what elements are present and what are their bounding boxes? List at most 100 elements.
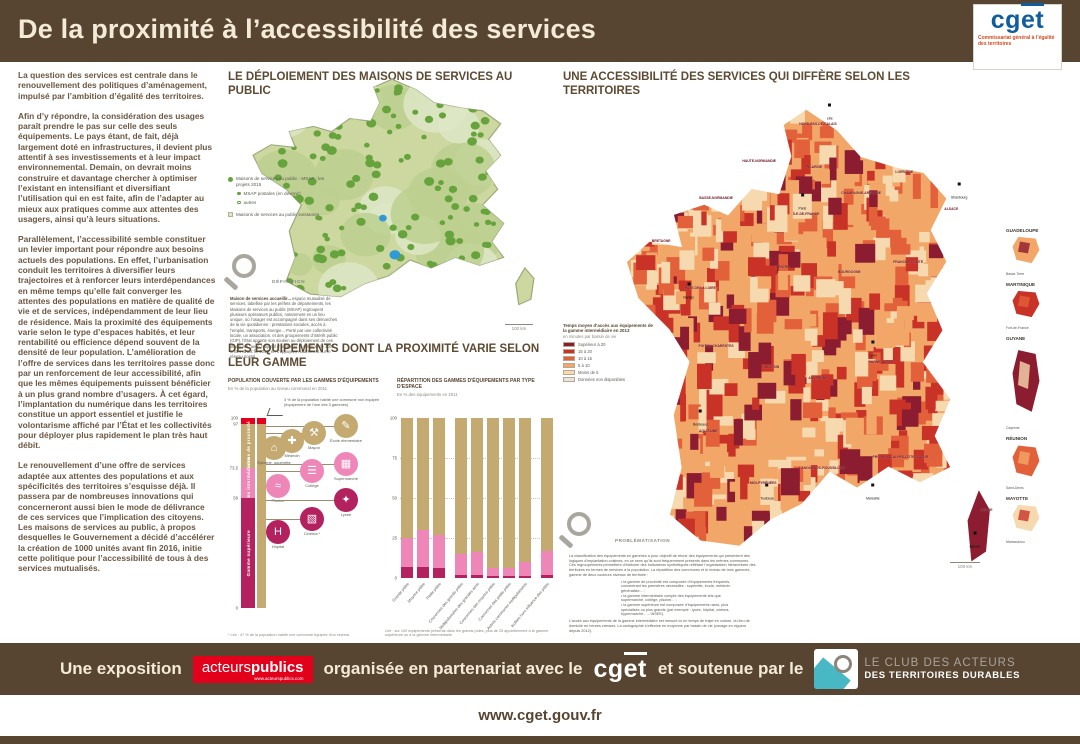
access-legend-item: Données non disponibles (563, 376, 655, 382)
legend-swatch (563, 355, 575, 361)
legend-swatch (563, 341, 575, 347)
axis-tick: 25 (392, 535, 397, 541)
bar-segment (417, 418, 429, 530)
stacked-bar (471, 418, 483, 578)
axis-tick: 0 (235, 605, 238, 611)
access-legend-item: Supérieur à 20 (563, 341, 655, 347)
dom-inset: MAYOTTE Mamoudzou (1006, 496, 1078, 544)
equipment-label: Cinéma * (303, 530, 321, 536)
chart-population-couverte: POPULATION COUVERTE PAR LES GAMMES D'ÉQU… (228, 378, 385, 642)
problematisation-title: PROBLÉMATISATION (615, 538, 671, 543)
bottom-strip (0, 736, 1080, 744)
dom-name: MARTINIQUE (1006, 282, 1036, 287)
axis-tick: 73,5 (229, 465, 238, 471)
equipment-label: Épicerie, supérette (251, 461, 297, 466)
chart1-footnote: * Lire : 47 % de la population habite un… (228, 633, 350, 638)
dom-city: Saint-Denis (1006, 486, 1024, 490)
equipment-label: Maçon (307, 445, 320, 451)
legend-swatch (563, 348, 575, 354)
acteurspublics-logo: acteurspublics www.acteurspublics.com (192, 655, 313, 683)
club-logo-line1: LE CLUB DES ACTEURS (864, 657, 1016, 669)
chart2-subtitle: En % des équipements en 2011 (397, 391, 458, 397)
equipment-label: Supermarché (333, 475, 358, 481)
intro-paragraph: Parallèlement, l’accessibilité semble co… (18, 234, 216, 451)
bar-segment (417, 566, 429, 578)
access-legend-item: 5 à 10 (563, 362, 655, 368)
msap-section-title: LE DÉPLOIEMENT DES MAISONS DE SERVICES A… (228, 71, 513, 97)
bar-segment (487, 418, 499, 569)
bar-segment (519, 418, 531, 562)
dom-map (1011, 289, 1041, 319)
bar-segment (401, 566, 413, 578)
dom-inset: RÉUNION Saint-Denis (1006, 436, 1078, 490)
cget-logo: cget Commissariat général à l’égalité de… (973, 3, 1062, 70)
access-legend-item: 10 à 15 (563, 355, 655, 361)
bar-segment (401, 538, 413, 567)
bar-segment (471, 574, 483, 578)
msap-legend: Maisons de services au public - MSAP : l… (228, 176, 330, 221)
supermarket-icon: ▦ (334, 451, 358, 476)
bar-segment (455, 574, 467, 578)
bar-segment (519, 562, 531, 577)
banner-text-1: Une exposition (59, 659, 182, 678)
equipment-label: Piscine (271, 498, 285, 504)
dom-map (1011, 503, 1041, 533)
access-scalebar: 100 km (950, 562, 980, 569)
equipment-label: Lycée (340, 511, 352, 517)
dom-city: Basse-Terre (1006, 272, 1025, 276)
footer-url: www.cget.gouv.fr (478, 707, 602, 724)
category-label: Isolées hors influence des pôles (509, 581, 551, 629)
dom-name: GUADELOUPE (1006, 228, 1039, 233)
stacked-bar (487, 418, 499, 578)
access-legend-item: 15 à 20 (563, 348, 655, 354)
banner-text-2: organisée en partenariat avec le (323, 659, 583, 678)
bar-segment-gamme-interm-diaire: Gamme intermédiaire (241, 457, 255, 509)
bar-segment (455, 554, 467, 575)
axis-tick: 0 (394, 575, 397, 581)
connector-line (266, 518, 312, 520)
stacked-bar (433, 418, 445, 578)
cinema-icon: ▧ (300, 506, 324, 531)
bar-segment (487, 576, 499, 578)
acteurspublics-url: www.acteurspublics.com (254, 675, 304, 681)
chart2-title: RÉPARTITION DES GAMMES D'ÉQUIPEMENTS PAR… (397, 378, 535, 390)
access-map (622, 98, 1014, 626)
bar-segment (433, 534, 445, 569)
club-logo-icon (814, 649, 859, 689)
dom-inset: MARTINIQUE Fort-de-France (1006, 282, 1078, 330)
dom-map (1011, 235, 1041, 265)
chart1-subtitle: En % de la population au niveau communal… (228, 385, 328, 391)
equip-section-title: DES ÉQUIPEMENTS DONT LA PROXIMITÉ VARIE … (228, 343, 540, 369)
bar-segment (503, 576, 515, 578)
bar-noncovered (257, 418, 266, 424)
magnifier-icon (223, 254, 256, 291)
mason-icon: ⚒ (302, 421, 326, 446)
dom-inset: GUADELOUPE Basse-Terre (1006, 228, 1078, 276)
bar-segment-non-quip-e (241, 418, 255, 424)
bar-segment (487, 568, 499, 577)
chart1-plot: 100 97 73,5 58 0 Gamme de proximité Gamme inte… (228, 378, 385, 618)
dom-name: RÉUNION (1006, 436, 1028, 441)
definition-text: Maison de services accueillir... espace … (230, 296, 338, 360)
club-logo: LE CLUB DES ACTEURS DES TERRITOIRES DURA… (814, 649, 1020, 689)
stacked-bar (519, 418, 531, 578)
grocery-icon: ⌂ (262, 436, 286, 461)
dom-name: GUYANE (1006, 336, 1026, 341)
chart1-note: 3 % de la population habite une commune … (284, 397, 380, 407)
bar-segment (541, 574, 553, 578)
bar-segment-gamme-sup-rieure: Gamme supérieure (241, 497, 255, 608)
partner-banner: Une exposition acteurspublics www.acteur… (0, 643, 1080, 695)
msap-map (251, 77, 536, 307)
legend-swatch (563, 369, 575, 375)
problematisation-bullet: • la gamme supérieure est composée d’équ… (621, 603, 730, 617)
stacked-bar (503, 418, 515, 578)
bar-segment (503, 418, 515, 569)
dom-city: Fort-de-France (1006, 326, 1029, 330)
equipment-label: Hôpital (271, 544, 285, 549)
chart2-plot: 0 25 50 75 100 Grands pôles Moyens pôles Petits… (385, 378, 559, 631)
club-logo-line2: DES TERRITOIRES DURABLES (864, 670, 1021, 681)
equipment-label: Médecin (284, 452, 300, 458)
bar-segment (417, 530, 429, 567)
intro-paragraph: Le renouvellement d’une offre de service… (18, 460, 215, 574)
access-legend-title: Temps moyen d’accès aux équipements de l… (563, 323, 653, 334)
